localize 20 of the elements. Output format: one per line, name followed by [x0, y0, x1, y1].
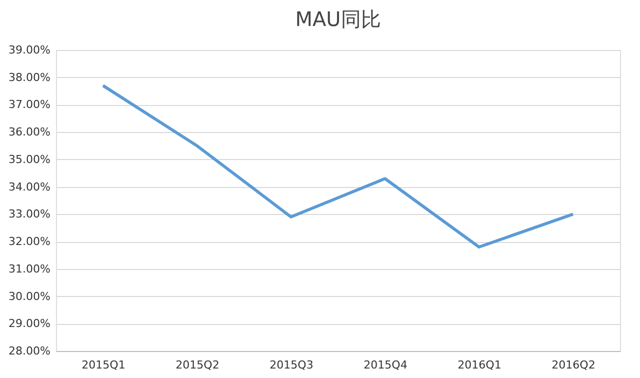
line-series	[102, 84, 574, 249]
x-tick-label: 2015Q3	[270, 358, 314, 372]
y-tick-label: 37.00%	[8, 98, 50, 112]
y-tick-label: 28.00%	[8, 344, 50, 358]
y-tick-label: 30.00%	[8, 290, 50, 303]
x-tick-label: 2015Q1	[82, 358, 126, 372]
chart-title: MAU同比	[295, 7, 381, 31]
y-tick-label: 36.00%	[8, 126, 50, 139]
y-tick-label: 29.00%	[8, 317, 50, 330]
x-tick-label: 2015Q4	[364, 358, 408, 372]
x-tick-label: 2016Q1	[458, 358, 502, 372]
y-tick-label: 39.00%	[8, 44, 50, 56]
y-tick-label: 35.00%	[8, 152, 50, 166]
y-tick-label: 33.00%	[8, 208, 50, 221]
y-tick-label: 34.00%	[8, 180, 50, 194]
y-tick-label: 38.00%	[8, 70, 50, 84]
x-tick-label: 2016Q2	[552, 358, 596, 372]
x-tick-label: 2015Q2	[176, 358, 220, 372]
y-tick-label: 31.00%	[8, 262, 50, 276]
y-tick-label: 32.00%	[8, 235, 50, 248]
